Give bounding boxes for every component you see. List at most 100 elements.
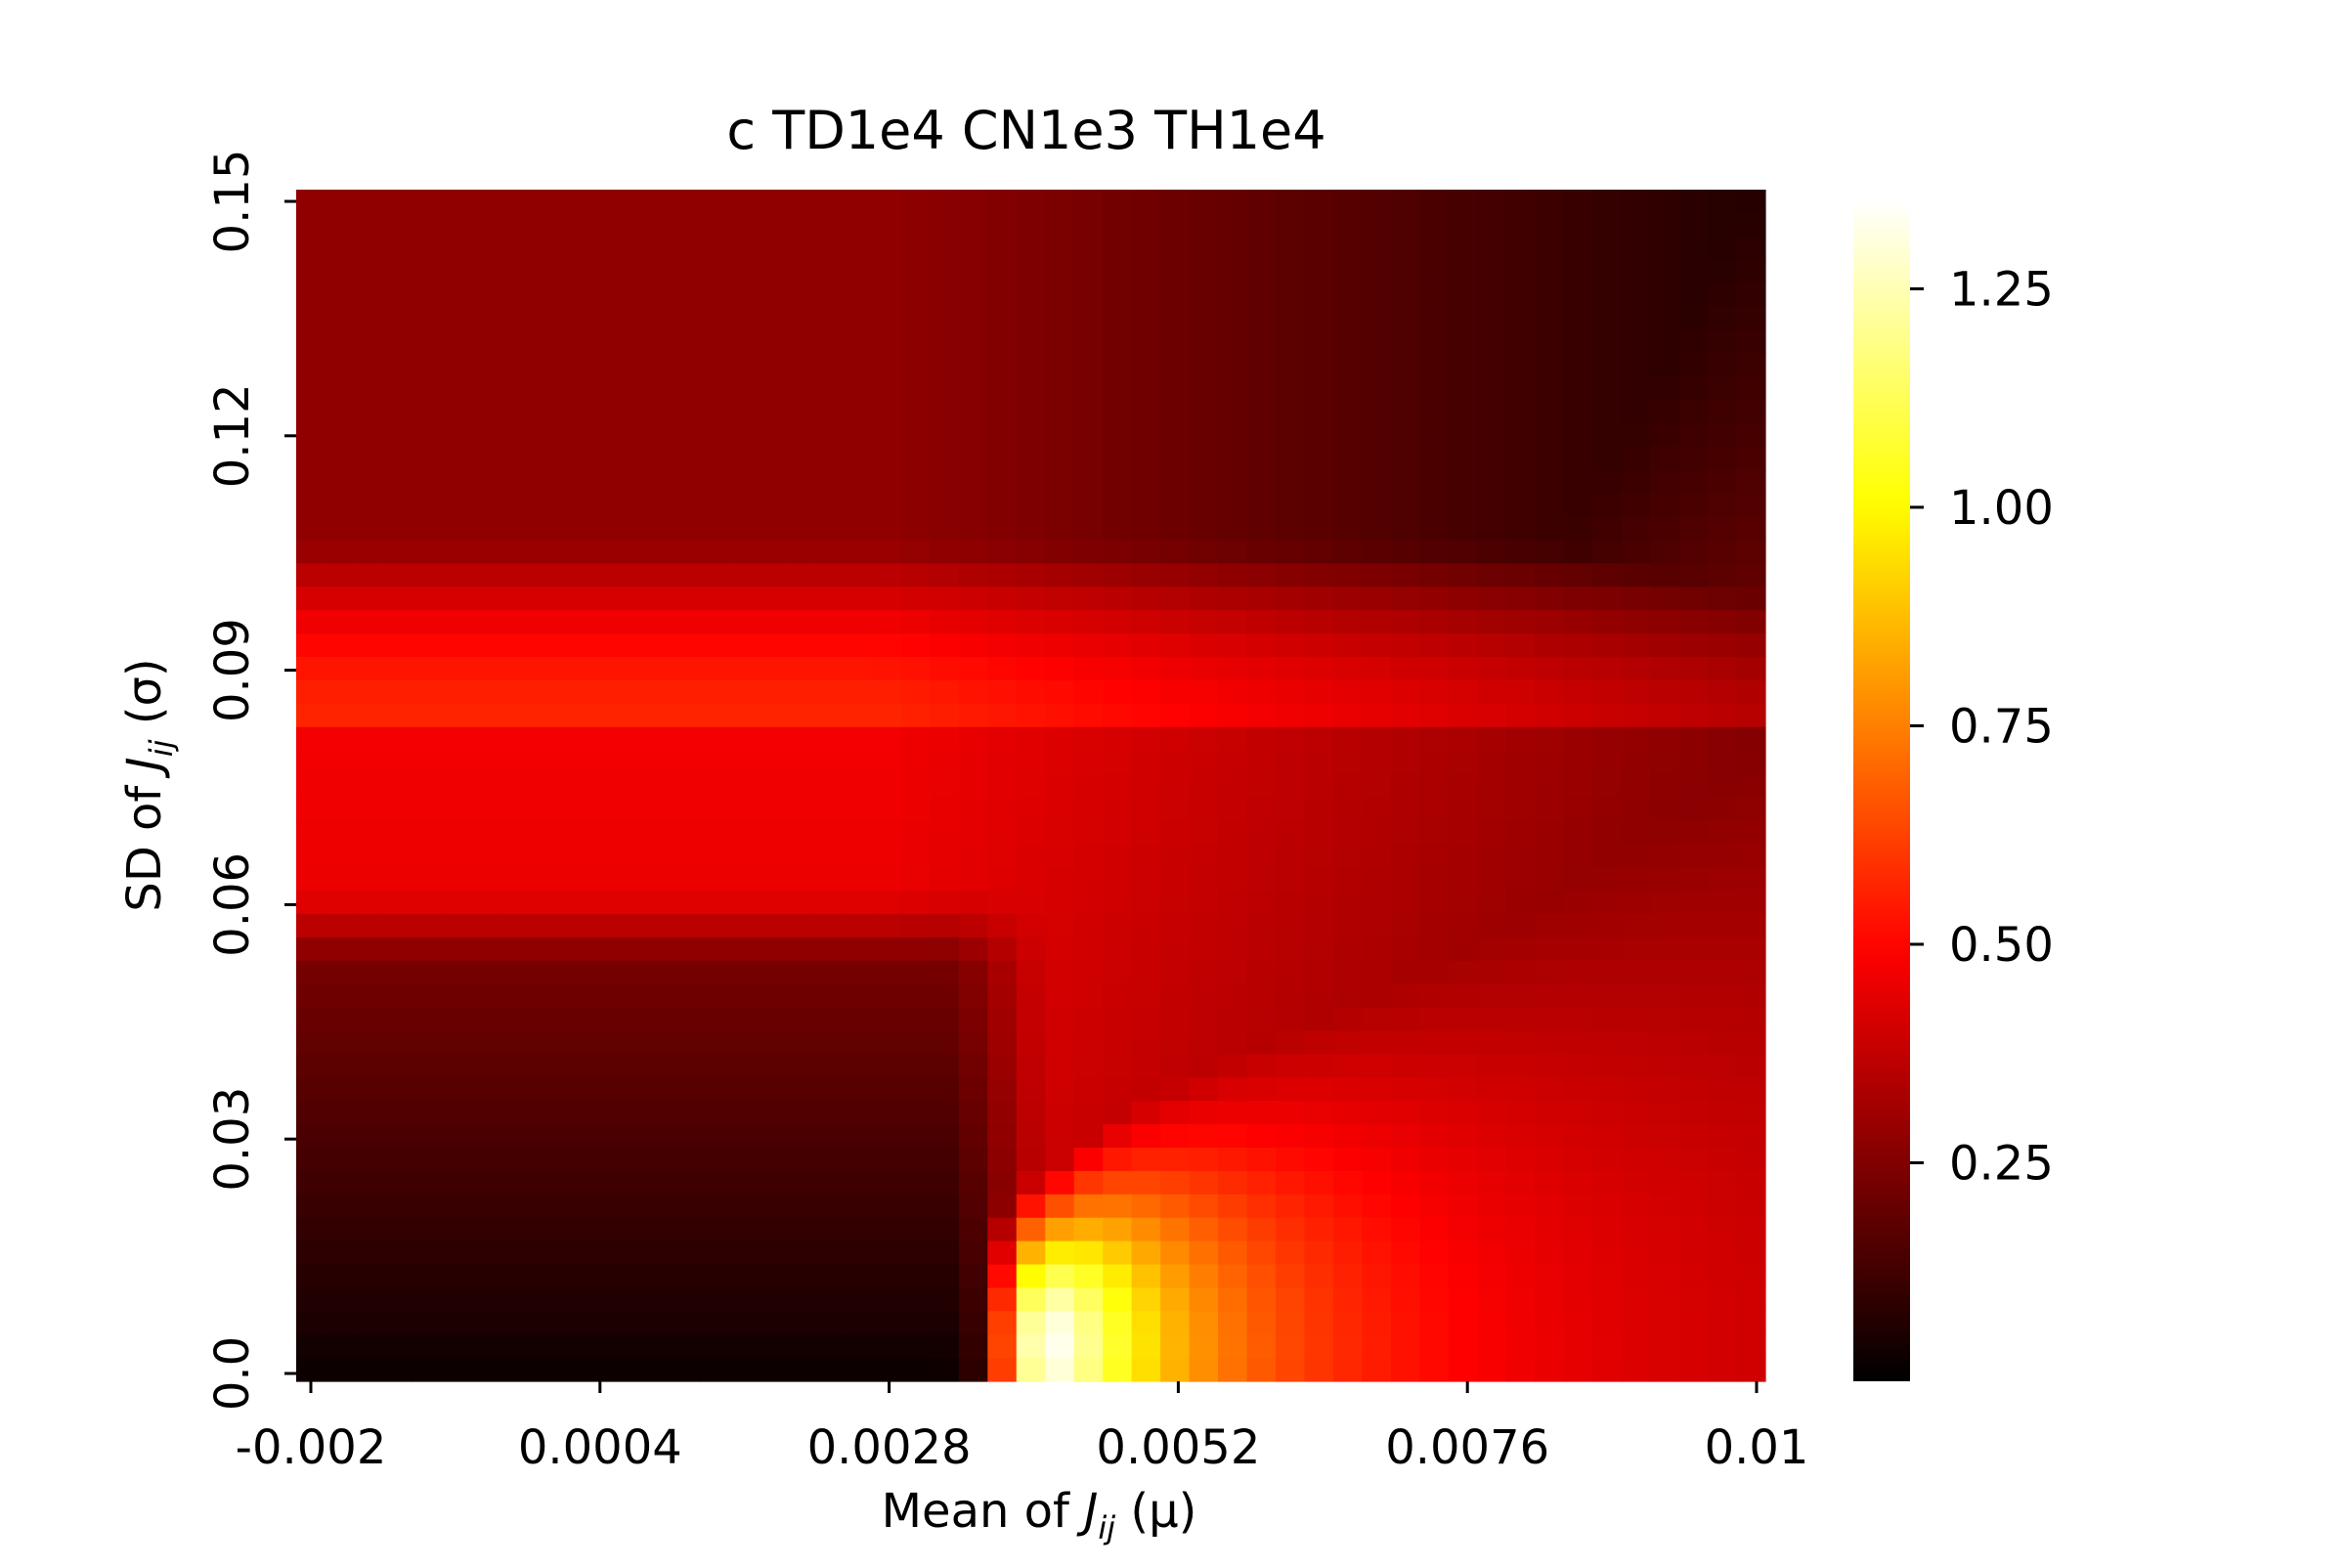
heatmap-cell bbox=[1535, 563, 1565, 588]
heatmap-cell bbox=[641, 1147, 672, 1172]
heatmap-cell bbox=[671, 1101, 701, 1125]
heatmap-cell bbox=[296, 353, 326, 377]
heatmap-cell bbox=[1246, 587, 1277, 611]
heatmap-cell bbox=[1246, 1334, 1277, 1359]
heatmap-cell bbox=[1708, 493, 1738, 518]
heatmap-cell bbox=[1304, 540, 1334, 565]
heatmap-cell bbox=[1621, 1147, 1651, 1172]
heatmap-cell bbox=[1390, 259, 1420, 284]
heatmap-cell bbox=[296, 446, 326, 471]
heatmap-cell bbox=[1621, 540, 1651, 565]
heatmap-cell bbox=[382, 703, 413, 728]
heatmap-cell bbox=[1332, 1170, 1364, 1196]
heatmap-cell bbox=[1246, 1124, 1277, 1149]
heatmap-cell bbox=[382, 446, 413, 471]
heatmap-cell bbox=[584, 1170, 614, 1196]
heatmap-cell bbox=[1448, 891, 1478, 915]
heatmap-cell bbox=[1246, 306, 1277, 331]
heatmap-cell bbox=[555, 469, 586, 495]
heatmap-cell bbox=[1563, 703, 1593, 728]
heatmap-cell bbox=[1419, 773, 1450, 799]
heatmap-cell bbox=[987, 540, 1018, 565]
heatmap-cell bbox=[555, 306, 586, 331]
heatmap-cell bbox=[1708, 469, 1738, 495]
heatmap-cell bbox=[900, 400, 931, 424]
heatmap-cell bbox=[757, 306, 787, 331]
heatmap-cell bbox=[1390, 400, 1420, 424]
heatmap-cell bbox=[1016, 1077, 1046, 1102]
heatmap-cell bbox=[1592, 1030, 1623, 1055]
heatmap-cell bbox=[1390, 726, 1420, 752]
heatmap-cell bbox=[1563, 913, 1593, 938]
heatmap-cell bbox=[1160, 913, 1191, 938]
heatmap-cell bbox=[1332, 329, 1364, 354]
heatmap-cell bbox=[1073, 1170, 1104, 1196]
heatmap-cell bbox=[555, 1264, 586, 1288]
heatmap-cell bbox=[641, 259, 672, 284]
heatmap-cell bbox=[440, 1054, 470, 1078]
heatmap-cell bbox=[1131, 376, 1161, 401]
heatmap-cell bbox=[1736, 1147, 1766, 1172]
heatmap-cell bbox=[526, 679, 556, 705]
heatmap-cell bbox=[1218, 891, 1248, 915]
heatmap-cell bbox=[1708, 283, 1738, 308]
heatmap-cell bbox=[671, 960, 701, 985]
heatmap-cell bbox=[641, 1358, 672, 1382]
heatmap-cell bbox=[1218, 726, 1248, 752]
heatmap-cell bbox=[1073, 703, 1104, 728]
heatmap-cell bbox=[987, 844, 1018, 868]
heatmap-cell bbox=[1708, 516, 1738, 542]
heatmap-cell bbox=[325, 750, 355, 775]
heatmap-cell bbox=[1016, 773, 1046, 799]
heatmap-cell bbox=[498, 283, 528, 308]
heatmap-cell bbox=[555, 797, 586, 821]
heatmap-cell bbox=[757, 1217, 787, 1242]
heatmap-cell bbox=[1016, 516, 1046, 542]
heatmap-cell bbox=[613, 867, 643, 892]
heatmap-cell bbox=[786, 657, 816, 681]
heatmap-cell bbox=[1218, 1334, 1248, 1359]
heatmap-cell bbox=[296, 913, 326, 938]
heatmap-cell bbox=[1650, 913, 1680, 938]
heatmap-cell bbox=[1131, 540, 1161, 565]
heatmap-cell bbox=[757, 493, 787, 518]
heatmap-cell bbox=[872, 983, 902, 1009]
heatmap-cell bbox=[411, 936, 441, 962]
heatmap-cell bbox=[1535, 820, 1565, 845]
heatmap-cell bbox=[757, 773, 787, 799]
heatmap-cell bbox=[555, 1358, 586, 1382]
heatmap-cell bbox=[1736, 1334, 1766, 1359]
heatmap-cell bbox=[1736, 726, 1766, 752]
heatmap-cell bbox=[843, 936, 874, 962]
heatmap-cell bbox=[987, 1194, 1018, 1219]
heatmap-cell bbox=[555, 516, 586, 542]
heatmap-cell bbox=[930, 1170, 960, 1196]
heatmap-cell bbox=[584, 936, 614, 962]
heatmap-cell bbox=[526, 283, 556, 308]
heatmap-cell bbox=[584, 1194, 614, 1219]
heatmap-cell bbox=[382, 1170, 413, 1196]
heatmap-cell bbox=[671, 400, 701, 424]
heatmap-cell bbox=[1016, 446, 1046, 471]
heatmap-cell bbox=[1592, 610, 1623, 634]
heatmap-cell bbox=[1045, 1030, 1075, 1055]
heatmap-cell bbox=[814, 867, 845, 892]
heatmap-cell bbox=[1390, 633, 1420, 658]
heatmap-cell bbox=[1678, 936, 1709, 962]
heatmap-cell bbox=[1477, 1194, 1507, 1219]
heatmap-cell bbox=[1592, 1217, 1623, 1242]
heatmap-cell bbox=[1448, 1241, 1478, 1266]
heatmap-cell bbox=[411, 820, 441, 845]
heatmap-cell bbox=[325, 1054, 355, 1078]
heatmap-cell bbox=[1505, 190, 1536, 214]
heatmap-cell bbox=[584, 353, 614, 377]
heatmap-cell bbox=[296, 283, 326, 308]
heatmap-cell bbox=[1189, 329, 1219, 354]
heatmap-cell bbox=[1477, 306, 1507, 331]
heatmap-cell bbox=[325, 936, 355, 962]
heatmap-cell bbox=[1592, 423, 1623, 448]
heatmap-cell bbox=[468, 236, 499, 261]
heatmap-cell bbox=[641, 1101, 672, 1125]
heatmap-cell bbox=[1131, 587, 1161, 611]
y-tick-label: 0.06 bbox=[205, 852, 260, 957]
